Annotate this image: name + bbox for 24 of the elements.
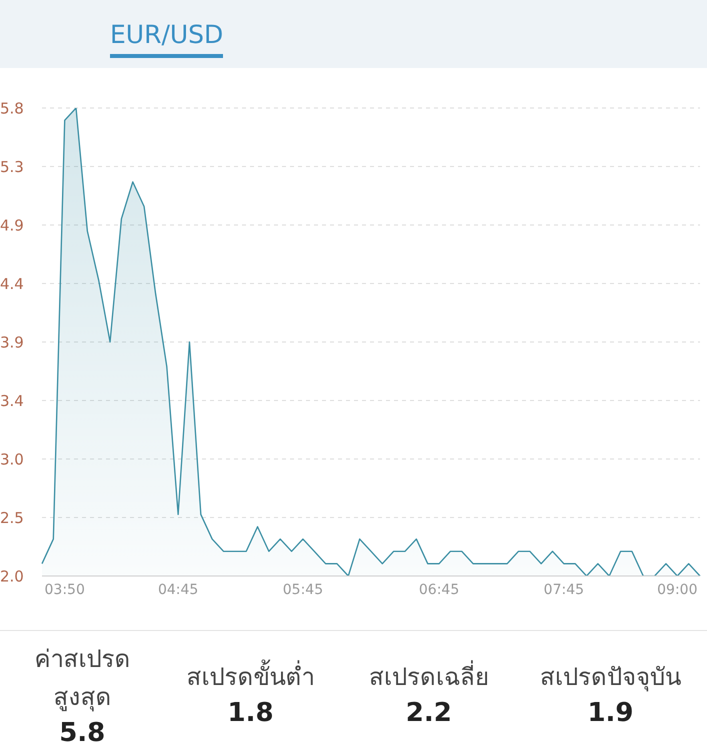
x-tick-label: 09:00 [657, 582, 698, 598]
y-tick-label: 4.9 [0, 216, 24, 234]
x-tick-label: 06:45 [418, 582, 460, 598]
y-tick-label: 2.5 [0, 508, 24, 527]
chart-title: EUR/USD [110, 20, 224, 58]
y-tick-label: 3.4 [0, 392, 24, 410]
y-tick-label: 3.9 [0, 333, 24, 352]
text: ค่าสเปรดสูงสุด [33, 644, 132, 714]
y-tick-label: 3.0 [0, 450, 24, 468]
text: 5.8 [58, 717, 106, 750]
y-tick-label: 2.0 [0, 567, 24, 586]
text: 1.8 [226, 697, 275, 730]
x-tick-label: 07:45 [544, 582, 584, 598]
x-tick-label: 04:45 [158, 582, 198, 598]
y-tick-label: 4.4 [0, 274, 24, 293]
y-tick-label: 5.3 [0, 158, 24, 176]
text: 1.9 [586, 697, 634, 730]
x-tick-label: 05:45 [282, 582, 324, 598]
text: 2.2 [404, 697, 453, 730]
text: สเปรดขั้นต่ำ [186, 658, 316, 693]
y-tick-label: 5.8 [0, 99, 24, 118]
text: สเปรดปัจจุบัน [538, 662, 682, 694]
text: สเปรดเฉลี่ย [368, 659, 490, 693]
x-tick-label: 03:50 [44, 582, 85, 598]
